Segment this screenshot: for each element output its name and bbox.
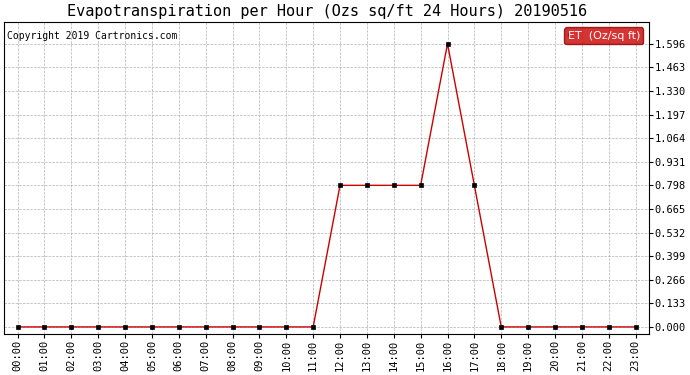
- Text: Copyright 2019 Cartronics.com: Copyright 2019 Cartronics.com: [8, 31, 178, 41]
- Legend: ET  (Oz/sq ft): ET (Oz/sq ft): [564, 27, 644, 44]
- Title: Evapotranspiration per Hour (Ozs sq/ft 24 Hours) 20190516: Evapotranspiration per Hour (Ozs sq/ft 2…: [66, 4, 586, 19]
